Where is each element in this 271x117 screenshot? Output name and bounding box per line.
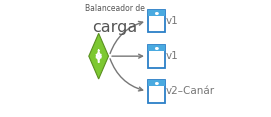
Text: v2–Canár: v2–Canár — [166, 86, 215, 96]
Circle shape — [96, 53, 101, 59]
Text: v1: v1 — [166, 16, 179, 26]
Polygon shape — [89, 33, 108, 79]
FancyBboxPatch shape — [148, 45, 165, 68]
FancyBboxPatch shape — [148, 45, 165, 51]
FancyBboxPatch shape — [148, 80, 165, 103]
Text: v1: v1 — [166, 51, 179, 61]
FancyBboxPatch shape — [148, 10, 165, 16]
Text: carga: carga — [92, 20, 137, 35]
Text: Balanceador de: Balanceador de — [85, 4, 144, 13]
FancyBboxPatch shape — [148, 80, 165, 86]
FancyBboxPatch shape — [148, 10, 165, 33]
